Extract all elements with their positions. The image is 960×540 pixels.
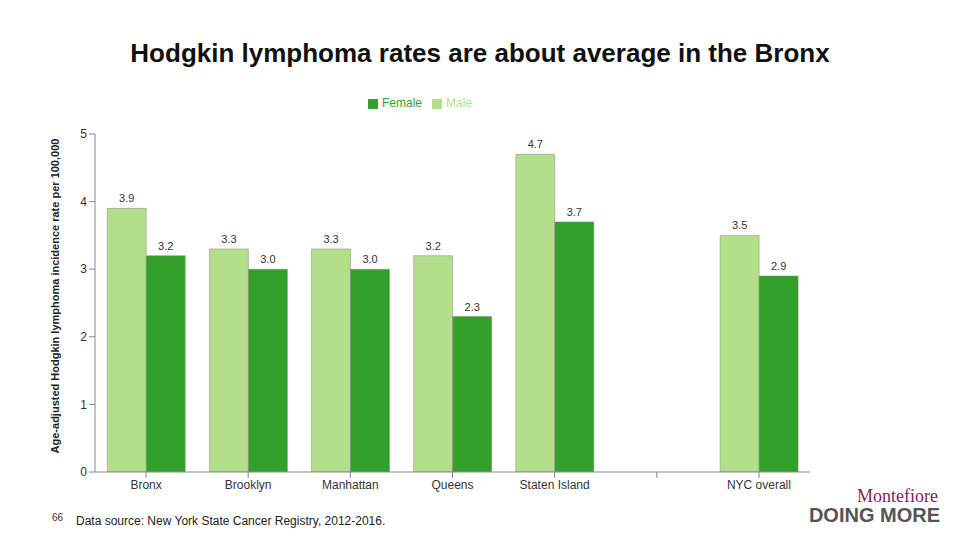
html-text:66: 66 [52, 512, 64, 523]
svg-text:5: 5 [80, 127, 87, 141]
svg-text:Staten Island: Staten Island [520, 478, 590, 492]
svg-text:Bronx: Bronx [130, 478, 161, 492]
html-text:Male: Male [446, 96, 472, 110]
svg-text:3.2: 3.2 [426, 240, 441, 252]
svg-text:3.0: 3.0 [260, 253, 275, 265]
html-text:Age-adjusted Hodgkin lymphoma: Age-adjusted Hodgkin lymphoma incidence … [49, 138, 61, 454]
svg-text:3: 3 [80, 262, 87, 276]
svg-text:3.3: 3.3 [323, 233, 338, 245]
svg-text:3.0: 3.0 [362, 253, 377, 265]
svg-text:3.3: 3.3 [221, 233, 236, 245]
svg-text:2.9: 2.9 [771, 260, 786, 272]
svg-text:3.5: 3.5 [732, 219, 747, 231]
svg-text:2: 2 [80, 330, 87, 344]
svg-text:Queens: Queens [431, 478, 473, 492]
svg-text:3.7: 3.7 [567, 206, 582, 218]
html-text:Montefiore: Montefiore [857, 486, 938, 506]
svg-text:2.3: 2.3 [465, 301, 480, 313]
svg-text:Manhattan: Manhattan [322, 478, 379, 492]
html-text:DOING MORE: DOING MORE [808, 504, 940, 526]
html-text:Hodgkin lymphoma rates are abo: Hodgkin lymphoma rates are about average… [130, 38, 830, 68]
svg-text:4.7: 4.7 [528, 138, 543, 150]
html-text:Female: Female [382, 96, 422, 110]
svg-text:4: 4 [80, 195, 87, 209]
html-text:Data source: New York State Ca: Data source: New York State Cancer Regis… [76, 514, 386, 528]
svg-text:3.9: 3.9 [119, 192, 134, 204]
svg-text:1: 1 [80, 398, 87, 412]
svg-text:0: 0 [80, 465, 87, 479]
svg-text:NYC overall: NYC overall [727, 478, 791, 492]
svg-text:3.2: 3.2 [158, 240, 173, 252]
svg-text:Brooklyn: Brooklyn [225, 478, 272, 492]
